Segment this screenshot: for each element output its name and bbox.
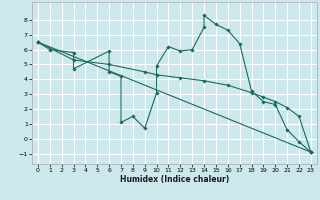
- X-axis label: Humidex (Indice chaleur): Humidex (Indice chaleur): [120, 175, 229, 184]
